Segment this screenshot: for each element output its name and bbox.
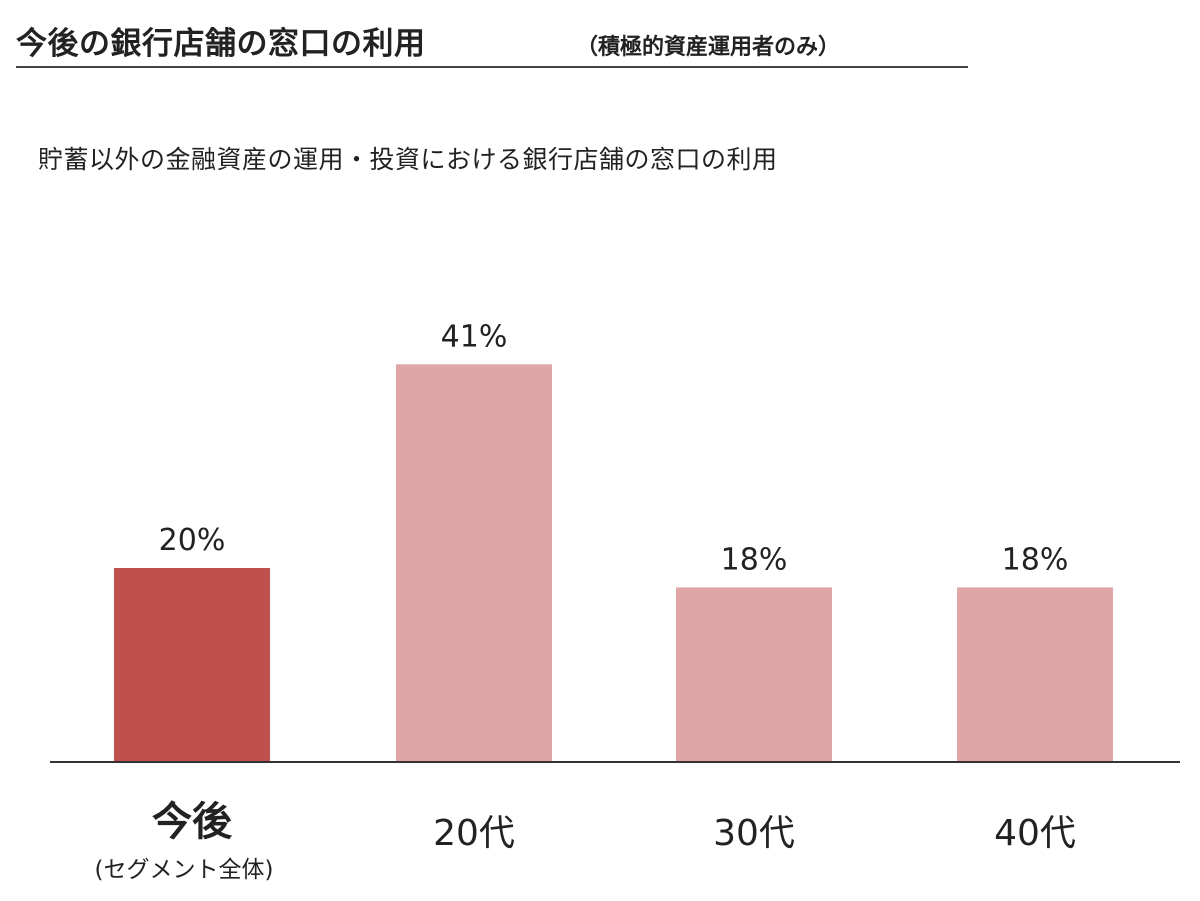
category-label-4: 40代 xyxy=(994,813,1076,854)
bar-3 xyxy=(676,587,832,762)
bar-1 xyxy=(114,568,270,762)
category-label-2: 20代 xyxy=(433,813,515,854)
category-label-1: 今後 xyxy=(152,799,233,845)
chart-subtitle: 貯蓄以外の金融資産の運用・投資における銀行店舗の窓口の利用 xyxy=(38,145,778,174)
chart-title-note: （積極的資産運用者のみ） xyxy=(576,35,841,60)
category-label-3: 30代 xyxy=(713,813,795,854)
chart-title: 今後の銀行店舗の窓口の利用 xyxy=(16,26,426,62)
bar-value-label-3: 18% xyxy=(721,542,788,577)
category-note-1: (セグメント全体) xyxy=(95,857,274,883)
bar-value-label-1: 20% xyxy=(159,523,226,558)
bar-value-label-4: 18% xyxy=(1002,542,1069,577)
bar-4 xyxy=(957,587,1113,762)
bar-2 xyxy=(396,364,552,762)
chart-header: 今後の銀行店舗の窓口の利用 （積極的資産運用者のみ） xyxy=(16,16,968,68)
bar-value-label-2: 41% xyxy=(441,319,508,354)
